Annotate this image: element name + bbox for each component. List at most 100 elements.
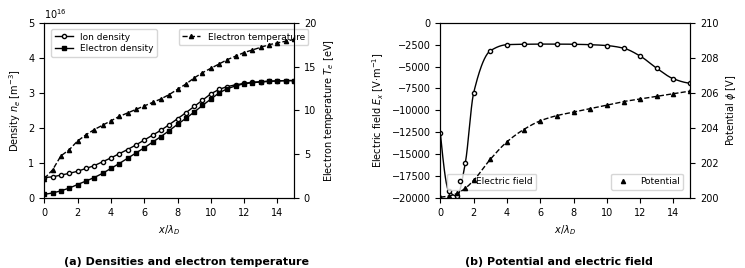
Electron temperature [73,139,82,143]
Electric field [444,189,453,192]
Electric field [536,42,545,46]
Ion density [89,164,98,167]
Electron density [65,187,74,190]
Y-axis label: Electric field $E_x$ [V·m$^{-1}$]: Electric field $E_x$ [V·m$^{-1}$] [370,53,386,168]
Electron temperature [57,154,66,158]
Text: $10^{16}$: $10^{16}$ [44,7,67,21]
Potential [553,114,562,117]
Electron temperature [181,83,190,86]
Electron temperature [48,168,57,172]
Electron temperature [65,148,74,151]
Electron temperature [264,43,273,46]
Electron density [206,98,215,101]
Electric field [469,91,478,94]
Electron density [290,79,299,82]
Potential [461,187,470,190]
Electron temperature [248,48,257,51]
Y-axis label: Potential $\phi$ [V]: Potential $\phi$ [V] [724,75,738,146]
Potential [519,128,528,131]
Potential [569,110,578,114]
Electron density [282,79,291,82]
Electric field [653,67,662,70]
Electric field [553,42,562,46]
Electron density [256,80,265,84]
Electric field [569,43,578,46]
Potential [486,158,495,161]
Electron density [240,82,249,85]
Ion density [173,117,182,120]
Electron density [107,167,115,170]
Ion density [165,123,174,126]
Electron density [156,135,165,138]
Electron density [165,129,174,132]
Potential [653,95,662,98]
Ion density [123,148,132,151]
Electron temperature [89,128,98,131]
Potential [436,195,445,199]
Electron temperature [156,97,165,100]
Electron temperature [140,104,149,107]
Ion density [65,172,74,175]
Electron density [248,81,257,84]
Line: Ion density: Ion density [42,79,297,180]
Electron temperature [39,177,48,180]
Electric field [461,161,470,165]
Electron temperature [198,71,207,74]
Line: Electron density: Electron density [42,79,297,196]
Y-axis label: Electron temperature $T_e$ [eV]: Electron temperature $T_e$ [eV] [322,39,336,182]
Electric field [669,77,678,80]
Electron density [115,162,124,165]
Potential [502,140,511,143]
Y-axis label: Density $n_e$ [m$^{-3}$]: Density $n_e$ [m$^{-3}$] [7,69,23,152]
Ion density [115,152,124,155]
Electron temperature [148,101,157,104]
Electric field [502,43,511,46]
Electron temperature [206,67,215,70]
Electron density [73,183,82,186]
Electron density [39,193,48,196]
Electric field [486,49,495,53]
Electron temperature [282,40,291,43]
Ion density [256,80,265,83]
Electric field [603,44,612,47]
Electron density [273,79,282,83]
Text: (a) Densities and electron temperature: (a) Densities and electron temperature [64,257,308,267]
Electron temperature [273,41,282,44]
Electron density [81,180,90,183]
Electron temperature [290,38,299,41]
Ion density [131,143,140,147]
Electron temperature [165,93,174,96]
Electron temperature [107,119,115,122]
Electron density [215,91,223,94]
Electron density [140,146,149,149]
Potential [536,119,545,122]
Ion density [190,105,199,108]
Electron density [98,172,107,175]
Potential [444,195,453,198]
Potential [669,92,678,95]
Electron density [48,191,57,195]
Electron temperature [190,76,199,80]
Ion density [156,129,165,132]
Ion density [240,82,249,85]
Electron density [89,176,98,179]
Electric field [452,195,461,198]
Electron temperature [115,115,124,118]
Ion density [223,85,232,88]
Ion density [231,83,240,86]
Electron temperature [215,62,223,66]
Electric field [519,43,528,46]
Ion density [181,111,190,114]
Electron temperature [223,58,232,61]
Electron density [264,80,273,83]
Line: Electric field: Electric field [438,42,692,198]
X-axis label: $x/ \lambda_D$: $x/ \lambda_D$ [158,223,180,237]
Ion density [282,79,291,82]
Electric field [685,81,694,85]
Electron temperature [131,108,140,111]
Electron temperature [123,111,132,114]
Potential [635,97,644,100]
Potential [586,107,595,110]
Potential [685,90,694,93]
Ion density [206,92,215,95]
